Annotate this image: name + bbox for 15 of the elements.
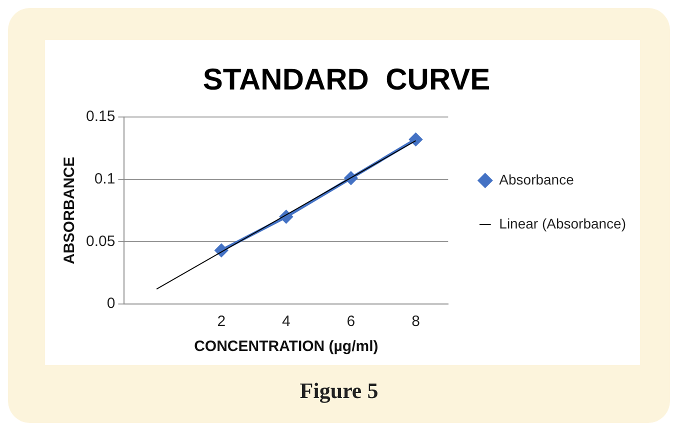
x-axis-title: CONCENTRATION (µg/ml) bbox=[194, 338, 378, 356]
legend-label: Absorbance bbox=[499, 171, 574, 188]
x-tick-label: 4 bbox=[282, 313, 290, 330]
y-tick-label: 0.1 bbox=[94, 170, 116, 188]
y-tick-label: 0.05 bbox=[86, 232, 116, 250]
caption: Figure 5 bbox=[298, 378, 380, 404]
x-tick-label: 6 bbox=[346, 313, 356, 330]
point bbox=[409, 132, 422, 146]
y-axis-title: ABSORBANCE bbox=[61, 156, 78, 264]
y-tick-label: 0.15 bbox=[86, 108, 116, 126]
x-tick-label: 2 bbox=[217, 313, 226, 330]
x-tick-label: 8 bbox=[412, 313, 420, 330]
legend-label: Linear (Absorbance) bbox=[499, 215, 626, 232]
chart-title: STANDARD CURVE bbox=[202, 63, 490, 96]
y-tick-label: 0 bbox=[106, 295, 116, 312]
